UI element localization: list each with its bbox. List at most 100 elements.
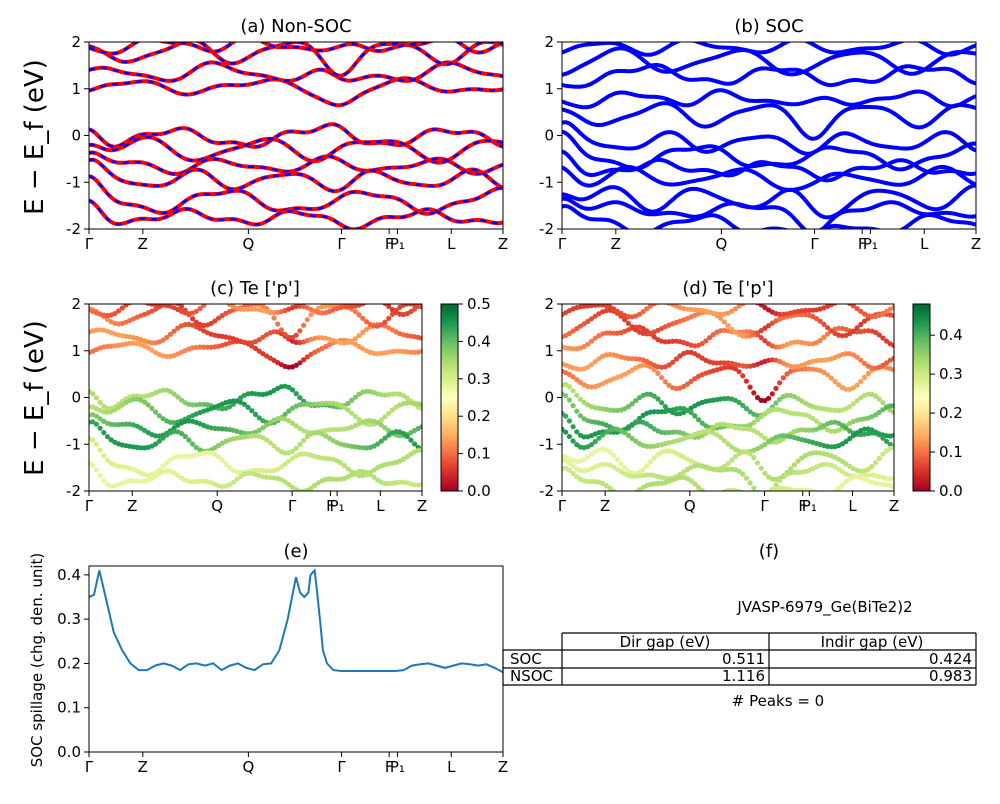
projected-band-point — [419, 481, 422, 487]
projected-band-point — [304, 434, 310, 440]
projected-band-point — [876, 409, 882, 415]
projected-band-point — [832, 407, 838, 413]
projected-band-point — [729, 444, 735, 450]
projected-band-point — [256, 337, 262, 343]
projected-band-point — [375, 297, 380, 302]
projected-band-point — [256, 348, 262, 354]
projected-band-point — [293, 487, 299, 491]
projected-band-point — [585, 364, 591, 370]
projected-band-point — [382, 480, 388, 487]
projected-band-point — [843, 479, 849, 485]
colorbar-c-tick-label: 0.0 — [467, 482, 491, 500]
panel-e-ytick-label: 0.4 — [57, 566, 81, 584]
projected-band-point — [813, 418, 820, 424]
projected-band-point — [286, 458, 292, 464]
projected-band-point — [249, 408, 255, 414]
projected-band-point — [286, 481, 292, 488]
projected-band-point — [230, 479, 236, 485]
projected-band-point — [393, 429, 399, 435]
projected-band-point — [116, 422, 122, 428]
projected-band-point — [836, 325, 842, 331]
projected-band-point — [758, 335, 764, 341]
nonsoc-band-overlay — [89, 151, 503, 176]
projected-band-point — [758, 414, 764, 420]
panel-c-xtick-label: Γ — [85, 497, 94, 515]
panel-d-xtick-label: Γ — [760, 497, 769, 515]
projected-band-point — [684, 407, 691, 413]
projected-band-point — [884, 338, 890, 344]
panel-a-ytick-label: 2 — [71, 33, 81, 51]
projected-band-point — [363, 388, 370, 394]
projected-band-point — [182, 453, 188, 459]
projected-band-point — [286, 364, 292, 370]
projected-band-point — [378, 392, 384, 398]
projected-band-point — [861, 360, 868, 366]
projected-band-point — [644, 463, 650, 469]
colorbar-d — [912, 303, 931, 492]
projected-band-point — [640, 467, 646, 473]
projected-band-point — [718, 360, 724, 366]
colorbar-ticks: 0.0 0.1 0.2 0.3 0.4 0.5 0.0 0.1 0.2 0.3 0.4 — [458, 295, 963, 500]
projected-band-point — [755, 494, 760, 499]
projected-band-point — [633, 398, 639, 404]
projected-band-point — [777, 396, 783, 402]
projected-band-point — [160, 416, 166, 422]
panel-b-xtick-label: Γ — [558, 235, 567, 253]
projected-band-point — [825, 325, 831, 331]
projected-band-point — [389, 307, 395, 313]
projected-band-point — [740, 471, 746, 477]
panel-e-xtick-label: F — [385, 758, 394, 776]
gap-table: JVASP-6979_Ge(BiTe2)2 Dir gap (eV) Indir… — [502, 598, 977, 710]
projected-band-point — [363, 319, 370, 325]
projected-band-point — [175, 394, 181, 400]
projected-band-point — [828, 428, 834, 434]
soc-band-line — [562, 149, 976, 183]
soc-band-line — [562, 101, 976, 141]
projected-band-point — [345, 466, 351, 472]
projected-band-point — [389, 407, 395, 413]
projected-band-point — [271, 309, 277, 316]
projected-band-point — [740, 449, 746, 455]
projected-band-point — [574, 408, 580, 414]
projected-band-point — [843, 386, 849, 392]
projected-band-point — [304, 401, 310, 407]
projected-band-point — [670, 338, 676, 344]
projected-band-point — [282, 411, 288, 417]
projected-band-point — [821, 321, 827, 327]
projected-band-point — [743, 475, 750, 481]
projected-band-point — [349, 397, 355, 403]
projected-band-point — [397, 433, 403, 439]
projected-band-point — [293, 339, 299, 345]
projected-band-point — [260, 334, 266, 340]
panel-d-ytick-label: 0 — [544, 389, 554, 407]
projected-band-point — [356, 304, 362, 308]
projected-band-point — [802, 427, 809, 433]
projected-band-point — [104, 457, 111, 463]
projected-band-point — [651, 334, 657, 340]
panel-b-ytick-label: 2 — [544, 33, 554, 51]
projected-band-point — [219, 457, 225, 463]
projected-band-point — [625, 432, 632, 438]
projected-band-point — [278, 464, 284, 470]
projected-band-point — [603, 482, 609, 489]
panel-e-spillage — [88, 568, 504, 674]
projected-band-point — [171, 328, 177, 334]
projected-band-point — [360, 329, 366, 336]
projected-band-point — [817, 337, 823, 343]
projected-band-point — [104, 405, 111, 411]
projected-band-point — [725, 441, 731, 447]
projected-band-point — [880, 335, 886, 341]
projected-band-point — [190, 479, 196, 485]
projected-band-point — [271, 315, 277, 321]
projected-band-point — [622, 317, 628, 323]
projected-band-point — [386, 304, 392, 309]
projected-band-point — [592, 439, 598, 445]
projected-band-point — [171, 429, 177, 435]
projected-band-point — [570, 470, 576, 477]
projected-band-point — [880, 451, 886, 457]
projected-band-point — [670, 359, 676, 365]
projected-band-point — [740, 373, 746, 379]
projected-band-point — [156, 438, 162, 444]
projected-band-point — [891, 409, 894, 416]
